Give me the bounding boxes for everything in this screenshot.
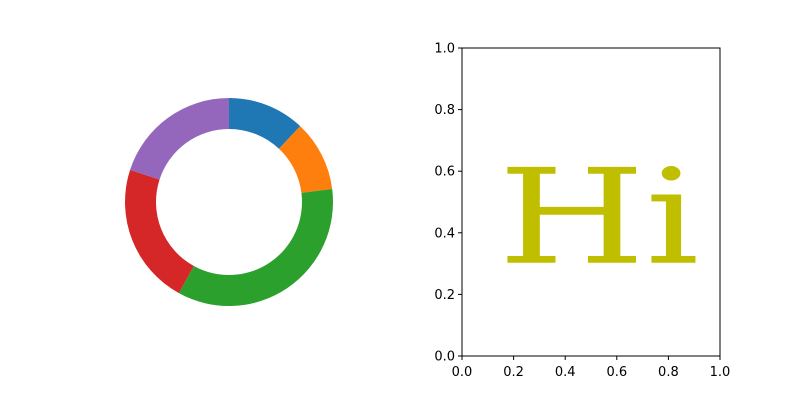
y-tick-label: 0.6 bbox=[434, 165, 455, 180]
x-tick-label: 0.8 bbox=[658, 365, 679, 380]
y-tick-label: 0.4 bbox=[434, 226, 455, 241]
x-tick-label: 0.2 bbox=[503, 365, 524, 380]
hi-text: Hi bbox=[498, 141, 699, 294]
x-tick-label: 0.6 bbox=[606, 365, 627, 380]
x-tick-label: 0.0 bbox=[452, 365, 473, 380]
y-axis: 0.0 0.2 0.4 0.6 0.8 1.0 bbox=[434, 42, 462, 365]
y-tick-label: 0.2 bbox=[434, 288, 455, 303]
x-tick-label: 0.4 bbox=[555, 365, 576, 380]
x-tick-label: 1.0 bbox=[710, 365, 731, 380]
donut-slice-2 bbox=[278, 126, 333, 193]
axes-frame bbox=[461, 47, 721, 357]
donut-slice-5 bbox=[130, 98, 229, 180]
text-plot: Hi 0.0 0.2 0.4 0.6 0.8 1.0 0.0 0.2 0.4 0.6 0.8 1.0 bbox=[434, 42, 730, 381]
y-tick-label: 0.0 bbox=[434, 350, 455, 365]
donut-chart bbox=[124, 98, 333, 306]
y-tick-label: 1.0 bbox=[434, 42, 455, 57]
hi-annotation: Hi bbox=[498, 141, 699, 294]
y-tick-label: 0.8 bbox=[434, 103, 455, 118]
donut-slice-3 bbox=[178, 188, 333, 306]
donut-slice-4 bbox=[124, 169, 194, 294]
donut-slice-1 bbox=[229, 98, 301, 149]
x-axis: 0.0 0.2 0.4 0.6 0.8 1.0 bbox=[452, 356, 731, 380]
